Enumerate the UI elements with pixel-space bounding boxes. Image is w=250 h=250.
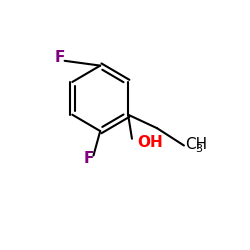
Text: F: F	[54, 50, 65, 66]
Text: 3: 3	[195, 144, 202, 154]
Text: OH: OH	[137, 135, 162, 150]
Text: CH: CH	[185, 137, 207, 152]
Text: F: F	[84, 152, 94, 166]
